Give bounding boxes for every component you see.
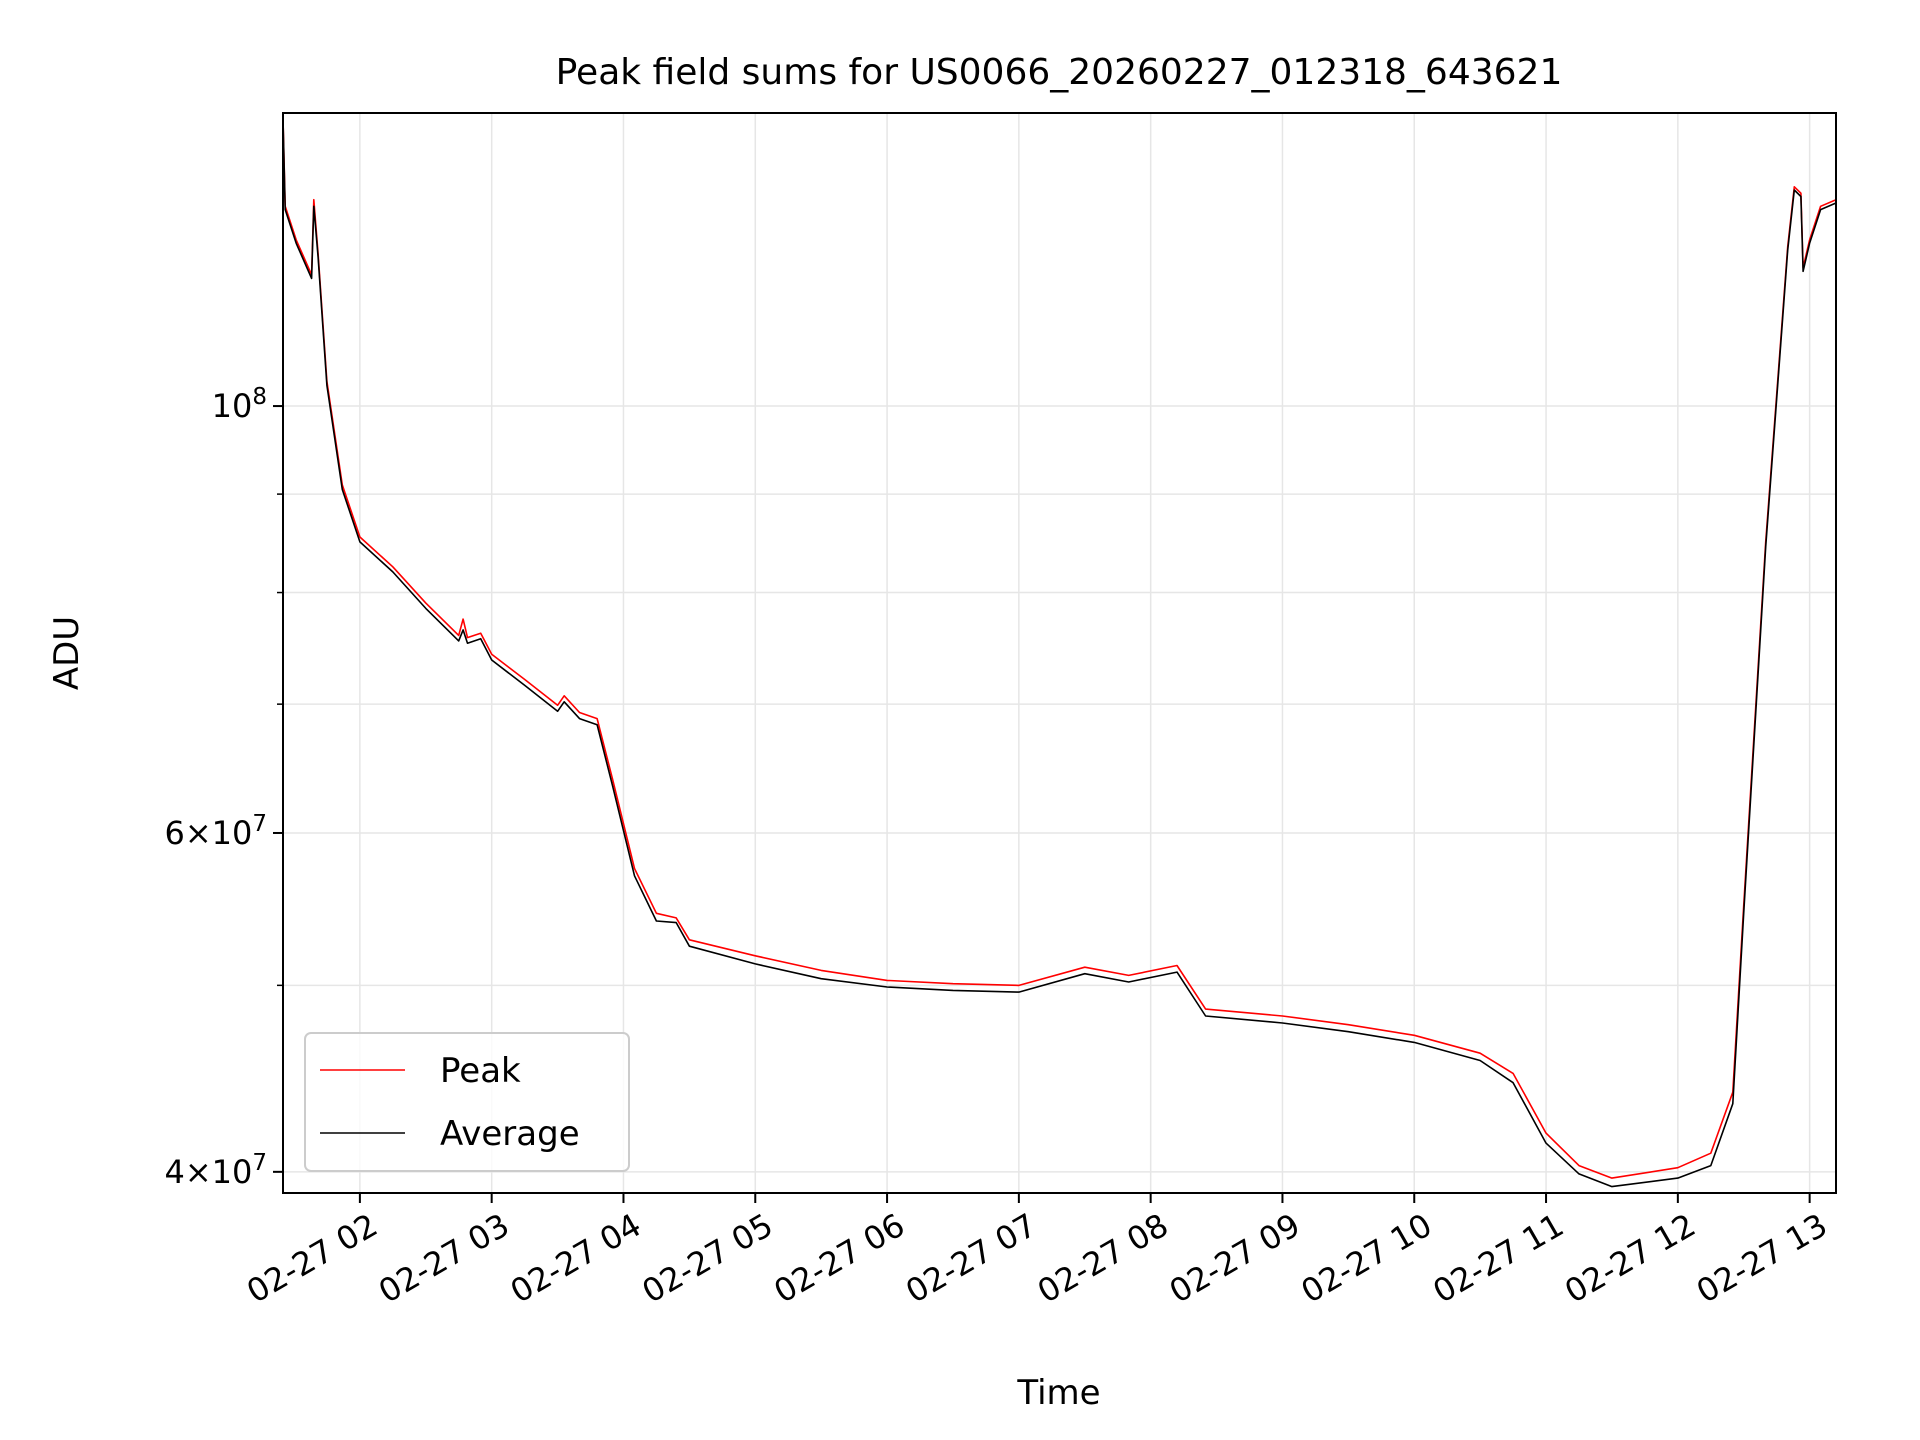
x-axis-label: Time [1016, 1373, 1100, 1413]
grid [283, 113, 1836, 1193]
y-tick-label: 4×107 [164, 1150, 267, 1191]
y-axis-ticks: 4×107 6×107 108 [164, 384, 283, 1191]
legend-box [304, 1032, 630, 1172]
chart-title: Peak field sums for US0066_20260227_0123… [556, 52, 1563, 93]
y-axis-label: ADU [47, 616, 87, 690]
y-tick-label: 108 [212, 384, 267, 425]
legend: Peak Average [304, 1032, 630, 1172]
series-group [283, 118, 1836, 1188]
series-line-average [283, 118, 1836, 1188]
legend-label-peak: Peak [440, 1051, 521, 1091]
plot-frame [282, 112, 1837, 1194]
legend-label-average: Average [440, 1114, 580, 1154]
y-tick-label: 6×107 [164, 811, 267, 852]
